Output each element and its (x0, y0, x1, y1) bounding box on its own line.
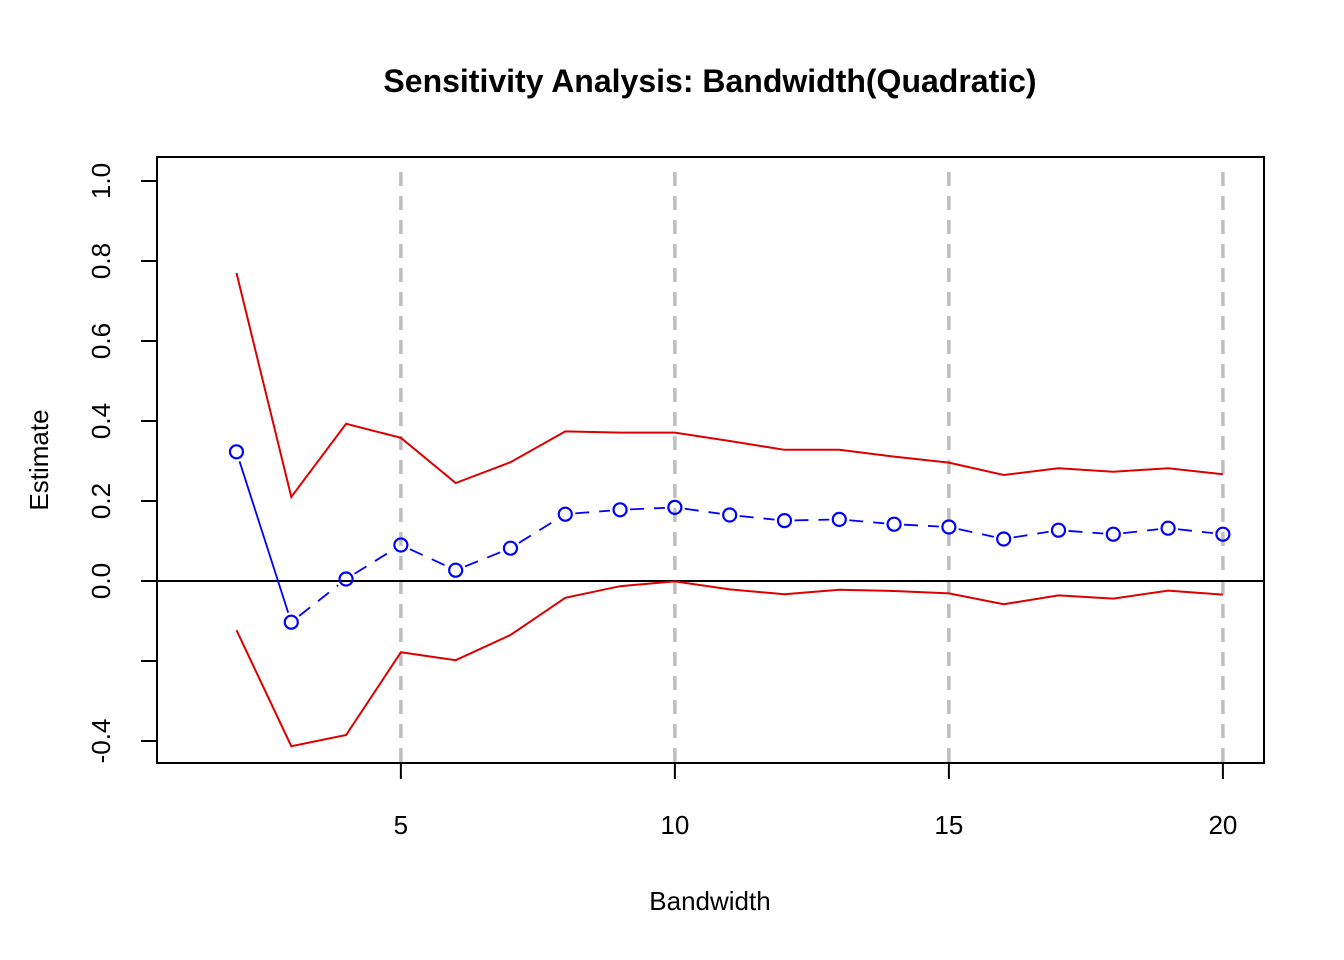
estimate-point-7 (502, 540, 519, 556)
estimate-point-12 (776, 512, 793, 529)
x-axis-label: Bandwidth (649, 886, 770, 916)
estimate-point-2 (228, 444, 245, 460)
estimate-segment-12 (904, 523, 939, 528)
estimate-point-19 (1160, 520, 1176, 536)
estimate-segment-6 (575, 509, 611, 515)
estimate-segment-11 (849, 519, 885, 525)
estimate-point-20 (1215, 526, 1231, 542)
estimate-point-8 (557, 506, 573, 522)
estimate-segment-2 (354, 549, 393, 575)
estimate-point-13 (831, 511, 847, 528)
estimate-point-3 (283, 614, 299, 630)
estimate-point-9 (612, 502, 628, 518)
y-tick-label-5: 0.6 (86, 323, 116, 359)
estimate-point-15 (941, 519, 957, 535)
estimate-point-4 (338, 571, 354, 587)
estimate-segment-8 (684, 507, 720, 515)
x-tick-label-15: 15 (934, 810, 963, 840)
x-tick-label-10: 10 (660, 810, 689, 840)
estimate-point-14 (886, 516, 902, 532)
estimate-point-17 (1050, 522, 1067, 538)
x-tick-label-5: 5 (394, 810, 408, 840)
estimate-segment-10 (794, 518, 830, 522)
estimate-point-11 (722, 507, 738, 523)
estimate-segment-13 (958, 528, 995, 538)
y-tick-label-6: 0.8 (86, 243, 116, 279)
plot-frame (156, 156, 1265, 764)
estimate-segment-15 (1068, 530, 1104, 535)
x-axis: 5 10 15 20 (394, 763, 1237, 840)
estimate-segment-17 (1177, 528, 1214, 535)
lower-ci-line (235, 580, 1223, 748)
estimate-segment-1 (298, 584, 339, 617)
y-tick-label-0: -0.4 (86, 719, 116, 764)
y-tick-label-4: 0.4 (86, 403, 116, 439)
estimate-segment-14 (1013, 530, 1049, 539)
estimate-segment-7 (630, 506, 665, 511)
estimate-point-5 (393, 537, 409, 553)
estimate-segment-5 (518, 518, 558, 544)
y-axis: -0.4 0.0 0.2 0.4 0.6 0.8 1.0 (86, 163, 157, 763)
estimate-segment-16 (1123, 528, 1159, 535)
y-tick-label-3: 0.2 (86, 483, 116, 519)
y-tick-label-7: 1.0 (86, 163, 116, 199)
estimate-segment-0 (238, 461, 290, 613)
estimate-point-18 (1105, 526, 1121, 542)
x-tick-label-20: 20 (1208, 810, 1237, 840)
estimate-point-16 (996, 531, 1012, 547)
series-group (228, 272, 1231, 748)
estimate-segment-3 (409, 548, 447, 567)
vertical-gridlines (399, 172, 1225, 763)
estimate-segment-9 (739, 515, 775, 521)
estimate-segment-4 (464, 551, 502, 568)
chart-title: Sensitivity Analysis: Bandwidth(Quadrati… (383, 63, 1036, 99)
estimate-point-6 (448, 562, 464, 578)
y-tick-label-2: 0.0 (86, 563, 116, 599)
estimate-point-10 (667, 499, 683, 515)
y-axis-label: Estimate (24, 409, 54, 510)
upper-ci-line (235, 272, 1224, 500)
